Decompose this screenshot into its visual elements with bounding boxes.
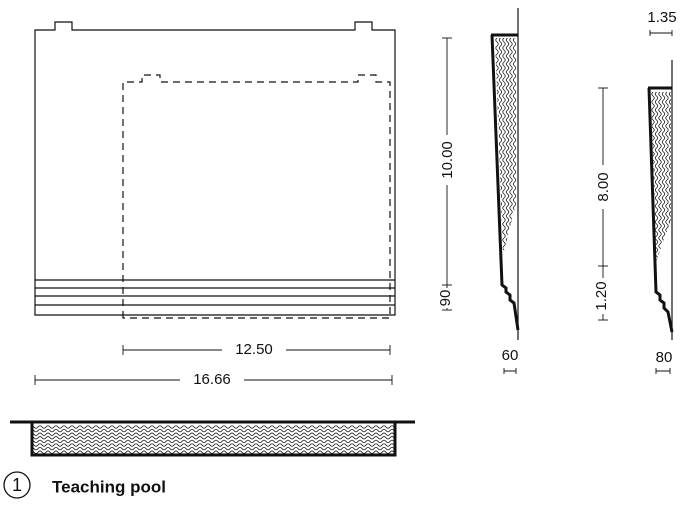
label-bg xyxy=(180,370,244,390)
water-wave xyxy=(33,439,394,444)
section-slope xyxy=(490,34,520,331)
caption-circle xyxy=(3,471,31,499)
dimension-label: 12.50 xyxy=(235,341,273,358)
dimension-label: 90 xyxy=(437,290,454,307)
label-bg xyxy=(436,288,456,308)
water-wave xyxy=(33,436,394,440)
label-bg xyxy=(592,278,614,314)
water-wave xyxy=(505,38,510,255)
label-bg xyxy=(592,165,614,209)
water-wave xyxy=(33,425,394,429)
water-wave xyxy=(509,38,513,255)
pool-basin xyxy=(30,422,397,457)
water-wave xyxy=(33,443,394,447)
label-bg xyxy=(436,135,458,185)
label-bg xyxy=(222,340,286,360)
caption-number: 1 xyxy=(12,475,22,495)
dimension-label: 60 xyxy=(502,347,519,364)
water-wave xyxy=(33,428,394,433)
water-wave xyxy=(668,92,671,262)
inner-outline xyxy=(122,74,391,319)
water-wave xyxy=(512,38,517,255)
dimension-label: 1.35 xyxy=(647,9,676,26)
water-wave xyxy=(658,92,662,262)
dimension-mark xyxy=(503,368,517,374)
dimension-label: 16.66 xyxy=(193,371,231,388)
water-wave xyxy=(33,432,394,436)
water-wave xyxy=(502,38,506,255)
dimension-label: 8.00 xyxy=(595,172,612,201)
dimension-mark xyxy=(649,30,673,36)
dimension-label: 10.00 xyxy=(439,141,456,179)
water-wave xyxy=(661,92,666,262)
dimension-mark xyxy=(655,368,671,374)
dimension-label: 80 xyxy=(656,349,673,366)
water-wave xyxy=(33,446,394,451)
plan-outline xyxy=(34,21,396,316)
water-wave xyxy=(654,92,659,262)
dimension-label: 1.20 xyxy=(593,281,610,310)
water-wave xyxy=(665,92,669,262)
caption-title: Teaching pool xyxy=(52,477,166,496)
water-wave xyxy=(33,450,394,454)
section-slope xyxy=(647,87,674,333)
